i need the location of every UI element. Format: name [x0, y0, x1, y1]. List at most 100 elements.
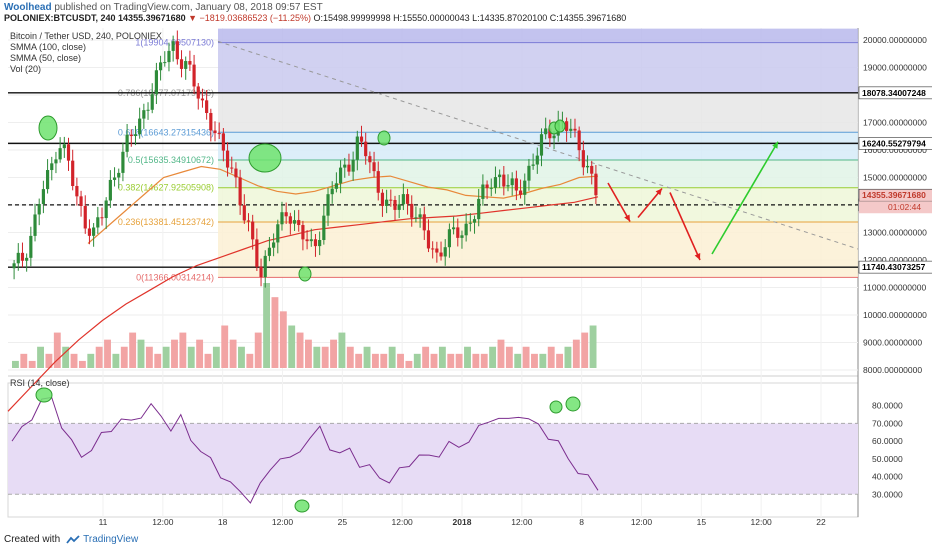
volume-bar — [263, 283, 271, 368]
volume-bar — [212, 346, 220, 368]
candle-body — [284, 212, 288, 217]
volume-bar — [238, 346, 245, 368]
symbol-name: POLONIEX:BTCUSDT, 240 — [4, 13, 116, 23]
candle-body — [393, 199, 397, 210]
candle-body — [276, 224, 280, 243]
time-tick-label: 12:00 — [631, 517, 653, 527]
candle-body — [58, 148, 62, 160]
level-price-label: 16240.55279794 — [862, 138, 926, 148]
price-tick-label: 19000.00000000 — [863, 63, 927, 73]
candle-body — [510, 178, 514, 186]
smma100-legend[interactable]: SMMA (100, close) — [10, 42, 87, 52]
candle-body — [37, 204, 41, 215]
time-tick-label: 22 — [816, 517, 826, 527]
annotation-markers[interactable] — [38, 115, 566, 282]
candle-body — [125, 134, 129, 152]
volume-bar — [95, 346, 103, 368]
candle-body — [92, 227, 96, 236]
candle-body — [565, 121, 569, 131]
candle-body — [460, 235, 464, 238]
volume-bar — [346, 346, 354, 368]
volume-bar — [355, 353, 363, 368]
candle-body — [79, 196, 83, 206]
candle-body — [334, 183, 338, 189]
volume-bar — [321, 346, 329, 368]
candle-body — [376, 171, 380, 193]
fib-level-label: 0.236(13381.45123742) — [118, 217, 214, 227]
volume-bar — [221, 325, 229, 368]
candle-body — [523, 180, 527, 195]
volume-bar — [305, 339, 312, 368]
candle-body — [209, 113, 213, 131]
candle-body — [213, 130, 217, 134]
fibonacci-retracement[interactable]: 1(19904.09507130)0.786(18077.07179036)0.… — [118, 28, 858, 283]
candle-body — [66, 144, 71, 161]
candle-body — [29, 235, 33, 258]
volume-legend[interactable]: Vol (20) — [10, 64, 42, 74]
candle-body — [297, 220, 301, 226]
candle-body — [62, 144, 66, 149]
time-axis[interactable]: 11 12:00 18 12:00 25 12:00 2018 12:00 8 12:00 15 12… — [99, 517, 826, 527]
volume-bar — [179, 332, 187, 368]
volume-bar — [430, 353, 438, 368]
volume-bar — [196, 339, 204, 368]
volume-bar — [20, 353, 28, 368]
rsi-legend[interactable]: RSI (14, close) — [10, 378, 70, 388]
candle-body — [121, 151, 125, 173]
volume-bar — [145, 346, 153, 368]
smma50-legend[interactable]: SMMA (50, close) — [10, 53, 82, 63]
candle-body — [230, 167, 234, 169]
candle-body — [410, 203, 414, 218]
candle-body — [234, 168, 238, 178]
candle-body — [104, 200, 108, 219]
volume-bar — [229, 339, 237, 368]
candle-body — [518, 190, 523, 195]
candle-body — [242, 205, 246, 221]
candle-body — [45, 170, 50, 190]
candle-body — [33, 214, 37, 236]
tradingview-brand[interactable]: TradingView — [83, 534, 139, 545]
candle-body — [20, 252, 25, 261]
time-tick-label: 15 — [697, 517, 707, 527]
author-name[interactable]: Woolhead — [4, 2, 52, 13]
candle-body — [117, 172, 121, 178]
candle-body — [200, 98, 205, 101]
volume-bar — [405, 360, 413, 368]
fib-band — [218, 187, 858, 223]
candle-body — [351, 159, 355, 172]
created-with: Created with — [4, 534, 61, 545]
candle-body — [163, 62, 167, 64]
candle-body — [464, 223, 468, 236]
candle-body — [50, 163, 54, 171]
volume-bar — [505, 346, 513, 368]
volume-bar — [531, 353, 538, 368]
level-price-label-box — [858, 86, 932, 100]
candle-body — [414, 217, 418, 219]
volume-bar — [489, 346, 497, 368]
candle-body — [179, 59, 184, 69]
candle-body — [205, 100, 209, 114]
volume-bar — [53, 332, 61, 368]
horizontal-levels[interactable] — [8, 40, 859, 268]
rsi-panel — [8, 387, 858, 513]
projection-arrows[interactable] — [607, 141, 779, 261]
candle-body — [385, 199, 389, 206]
candle-body — [288, 216, 292, 224]
candle-body — [301, 225, 305, 240]
time-tick-label: 12:00 — [152, 517, 174, 527]
volume-bar — [296, 332, 304, 368]
candle-body — [577, 130, 581, 151]
fib-band — [218, 160, 858, 188]
candle-body — [343, 164, 347, 168]
volume-bar — [472, 353, 480, 368]
volume-bar — [87, 353, 95, 368]
time-tick-label: 12:00 — [272, 517, 294, 527]
rsi-tick-label: 80.0000 — [872, 401, 903, 411]
volume-bar — [556, 353, 564, 368]
volume-bar — [363, 346, 371, 368]
candle-body — [539, 134, 544, 156]
candle-body — [485, 184, 489, 189]
volume-bar — [171, 339, 178, 368]
price-axis[interactable]: 20000.0000000019000.0000000018000.000000… — [858, 35, 932, 499]
